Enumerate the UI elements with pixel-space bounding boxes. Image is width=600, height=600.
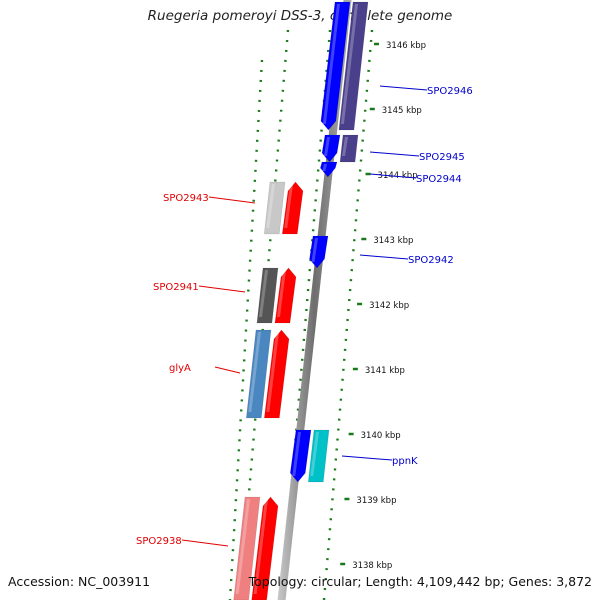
gene-glyph-shine bbox=[322, 164, 327, 171]
gene-glyph-shine bbox=[235, 499, 250, 594]
tick-label: 3139 kbp bbox=[356, 496, 396, 506]
leader-line bbox=[369, 173, 417, 179]
scale-dots-left-outer bbox=[228, 59, 264, 600]
gene-label: glyA bbox=[169, 363, 191, 374]
map-title: Ruegeria pomeroyi DSS-3, complete genome bbox=[147, 8, 453, 24]
gene-label: SPO2941 bbox=[153, 282, 199, 293]
gene-glyph bbox=[289, 429, 312, 483]
gene-glyph-shine bbox=[311, 238, 318, 262]
gene-glyph-shine bbox=[342, 137, 348, 156]
gene-glyph bbox=[251, 496, 279, 600]
gene-label: SPO2945 bbox=[419, 152, 465, 163]
leader-line bbox=[181, 539, 229, 547]
leader-line bbox=[341, 455, 393, 461]
gene-glyph bbox=[233, 496, 261, 600]
gene-glyph-shine bbox=[322, 4, 340, 124]
gene-glyph-shine bbox=[284, 184, 293, 228]
gene-label: ppnK bbox=[392, 456, 418, 467]
gene-glyph bbox=[339, 134, 359, 163]
gene-glyph bbox=[281, 181, 304, 235]
gene-glyph-shine bbox=[266, 332, 279, 412]
accession-text: Accession: NC_003911 bbox=[8, 574, 151, 589]
gene-label: SPO2946 bbox=[427, 86, 473, 97]
gene-glyph bbox=[320, 1, 351, 131]
gene-glyph-shine bbox=[340, 4, 358, 124]
leader-line bbox=[198, 285, 246, 293]
tick-label: 3146 kbp bbox=[386, 41, 426, 51]
leader-line bbox=[379, 85, 428, 91]
tick-label: 3138 kbp bbox=[352, 561, 392, 571]
gene-glyph-shine bbox=[310, 432, 319, 476]
leader-line bbox=[369, 151, 420, 157]
tick-label: 3141 kbp bbox=[365, 366, 405, 376]
topology-text: Topology: circular; Length: 4,109,442 bp… bbox=[248, 574, 592, 589]
gene-glyph-shine bbox=[324, 137, 330, 156]
tick-label: 3142 kbp bbox=[369, 301, 409, 311]
gene-glyph bbox=[245, 329, 272, 419]
gene-glyph bbox=[307, 429, 330, 483]
gene-glyph bbox=[256, 267, 279, 324]
gene-glyph bbox=[263, 181, 286, 235]
gene-label: SPO2943 bbox=[163, 193, 209, 204]
leader-line bbox=[208, 196, 256, 204]
tick-label: 3143 kbp bbox=[373, 236, 413, 246]
gene-glyph-shine bbox=[266, 184, 275, 228]
leader-line bbox=[214, 366, 241, 374]
tick-label: 3140 kbp bbox=[361, 431, 401, 441]
gene-glyph bbox=[338, 1, 369, 131]
gene-glyph bbox=[309, 235, 329, 269]
gene-glyph bbox=[274, 267, 297, 324]
tick-label: 3145 kbp bbox=[382, 106, 422, 116]
gene-glyph-shine bbox=[292, 432, 301, 476]
gene-label: SPO2942 bbox=[408, 255, 454, 266]
gene-glyph-shine bbox=[253, 499, 268, 594]
gene-glyph bbox=[263, 329, 290, 419]
gene-glyph-shine bbox=[248, 332, 261, 412]
gene-glyph bbox=[321, 134, 341, 163]
gene-label: SPO2938 bbox=[136, 536, 182, 547]
gene-glyph bbox=[320, 161, 338, 178]
gene-label: SPO2944 bbox=[416, 174, 462, 185]
gene-glyph-shine bbox=[258, 270, 268, 317]
leader-line bbox=[359, 254, 409, 260]
gene-glyph-shine bbox=[276, 270, 286, 317]
